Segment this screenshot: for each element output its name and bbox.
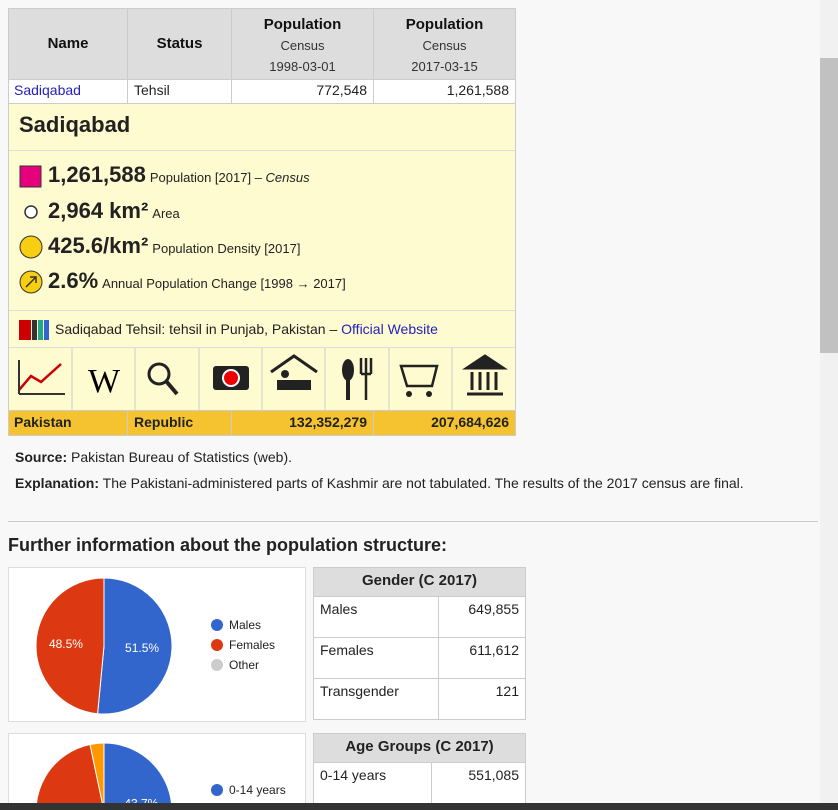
source: Source: Pakistan Bureau of Statistics (w…	[15, 449, 292, 465]
stat-value: 1,261,588	[48, 162, 146, 187]
pie-slice	[35, 743, 105, 809]
age-pie-chart: 43.7%0-14 years	[8, 733, 306, 810]
legend-marker	[211, 619, 223, 631]
stat: 2.6% Annual Population Change [1998 → 201…	[48, 268, 346, 294]
row-cell: 1,261,588	[373, 79, 516, 104]
row-link[interactable]: Sadiqabad	[8, 79, 128, 104]
legend-label: Females	[229, 638, 275, 652]
header-text: Name	[47, 35, 89, 52]
header-date: 2017-03-15	[411, 59, 478, 74]
stat-label: Area	[152, 206, 180, 221]
footer-cell: 132,352,279	[231, 410, 374, 436]
explanation-text: The Pakistani-administered parts of Kash…	[102, 475, 744, 491]
header-text: Population	[263, 16, 342, 33]
legend-marker	[211, 639, 223, 651]
stat-icons	[19, 165, 43, 294]
svg-text:W: W	[88, 363, 121, 400]
header-sub: Census	[422, 38, 467, 53]
header-cell: Population Census 2017-03-15	[373, 8, 516, 80]
header-cell: Population Census 1998-03-01	[231, 8, 374, 80]
pie-slice	[89, 742, 105, 809]
row-cell: Tehsil	[127, 79, 232, 104]
icon-bar: W	[18, 348, 508, 410]
source-label: Source:	[15, 449, 68, 465]
stat: 425.6/km² Population Density [2017]	[48, 233, 300, 259]
stat-label: Population Density [2017]	[152, 241, 301, 256]
row-label: Transgender	[312, 678, 440, 720]
explanation-label: Explanation:	[15, 475, 100, 491]
stat-value: 2,964 km²	[48, 198, 149, 223]
table-title: Gender (C 2017)	[313, 567, 526, 597]
header-date: 1998-03-01	[269, 59, 336, 74]
header-cell: Name	[8, 8, 128, 80]
slice-label: 48.5%	[49, 637, 83, 651]
row-value: 551,085	[430, 762, 527, 804]
explanation: Explanation: The Pakistani-administered …	[15, 474, 805, 493]
source-text: Pakistan Bureau of Statistics (web).	[71, 449, 293, 465]
link-line: Sadiqabad Tehsil: tehsil in Punjab, Paki…	[55, 321, 438, 337]
table-title: Age Groups (C 2017)	[313, 733, 526, 763]
stat-label: Population [2017] –	[149, 170, 262, 185]
legend-label: 0-14 years	[229, 783, 286, 797]
stat-value: 425.6/km²	[48, 233, 149, 258]
pie-slice	[103, 742, 173, 809]
panel-title: Sadiqabad	[19, 112, 131, 137]
legend-marker	[211, 659, 223, 671]
pie-slice	[97, 577, 173, 715]
header-text: Population	[405, 16, 484, 33]
row-value: 649,855	[438, 596, 526, 638]
row-cell: 772,548	[231, 79, 374, 104]
pie-slice	[35, 577, 105, 715]
gender-pie-chart: 51.5% 48.5% Males Females Other	[8, 567, 306, 722]
row-value: 611,612	[438, 637, 526, 679]
legend-marker	[211, 784, 223, 796]
footer-cell: Pakistan	[8, 410, 128, 436]
info-panel: Sadiqabad 1,261,588 Population [2017] – C…	[8, 103, 516, 411]
age-table: Age Groups (C 2017) 0-14 years 551,085	[313, 733, 527, 804]
row-value: 121	[438, 678, 526, 720]
legend-label: Other	[229, 658, 259, 672]
row-label: 0-14 years	[313, 762, 432, 804]
bottom-bar	[0, 803, 838, 810]
row-label: Males	[312, 596, 440, 638]
legend-label: Males	[229, 618, 261, 632]
header-sub: Census	[280, 38, 325, 53]
flag-icon	[19, 320, 49, 340]
stat-value: 2.6%	[48, 268, 99, 293]
slice-label: 51.5%	[125, 641, 159, 655]
row-label: Females	[312, 637, 440, 679]
header-text: Status	[156, 35, 203, 52]
stat: 1,261,588 Population [2017] – Census	[48, 162, 310, 188]
stat-label: Annual Population Change [1998 → 2017]	[102, 276, 346, 291]
gender-table: Gender (C 2017) Males 649,855 Females 611,…	[312, 567, 526, 720]
header-cell: Status	[127, 8, 232, 80]
link-text: Sadiqabad Tehsil: tehsil in Punjab, Paki…	[55, 321, 338, 337]
scrollbar[interactable]	[820, 0, 838, 803]
stat: 2,964 km² Area	[48, 198, 180, 224]
stat-note: Census	[265, 170, 310, 185]
official-website[interactable]: Official Website	[341, 321, 438, 337]
footer-cell: 207,684,626	[373, 410, 516, 436]
footer-cell: Republic	[127, 410, 232, 436]
section-heading: Further information about the population…	[8, 535, 447, 555]
